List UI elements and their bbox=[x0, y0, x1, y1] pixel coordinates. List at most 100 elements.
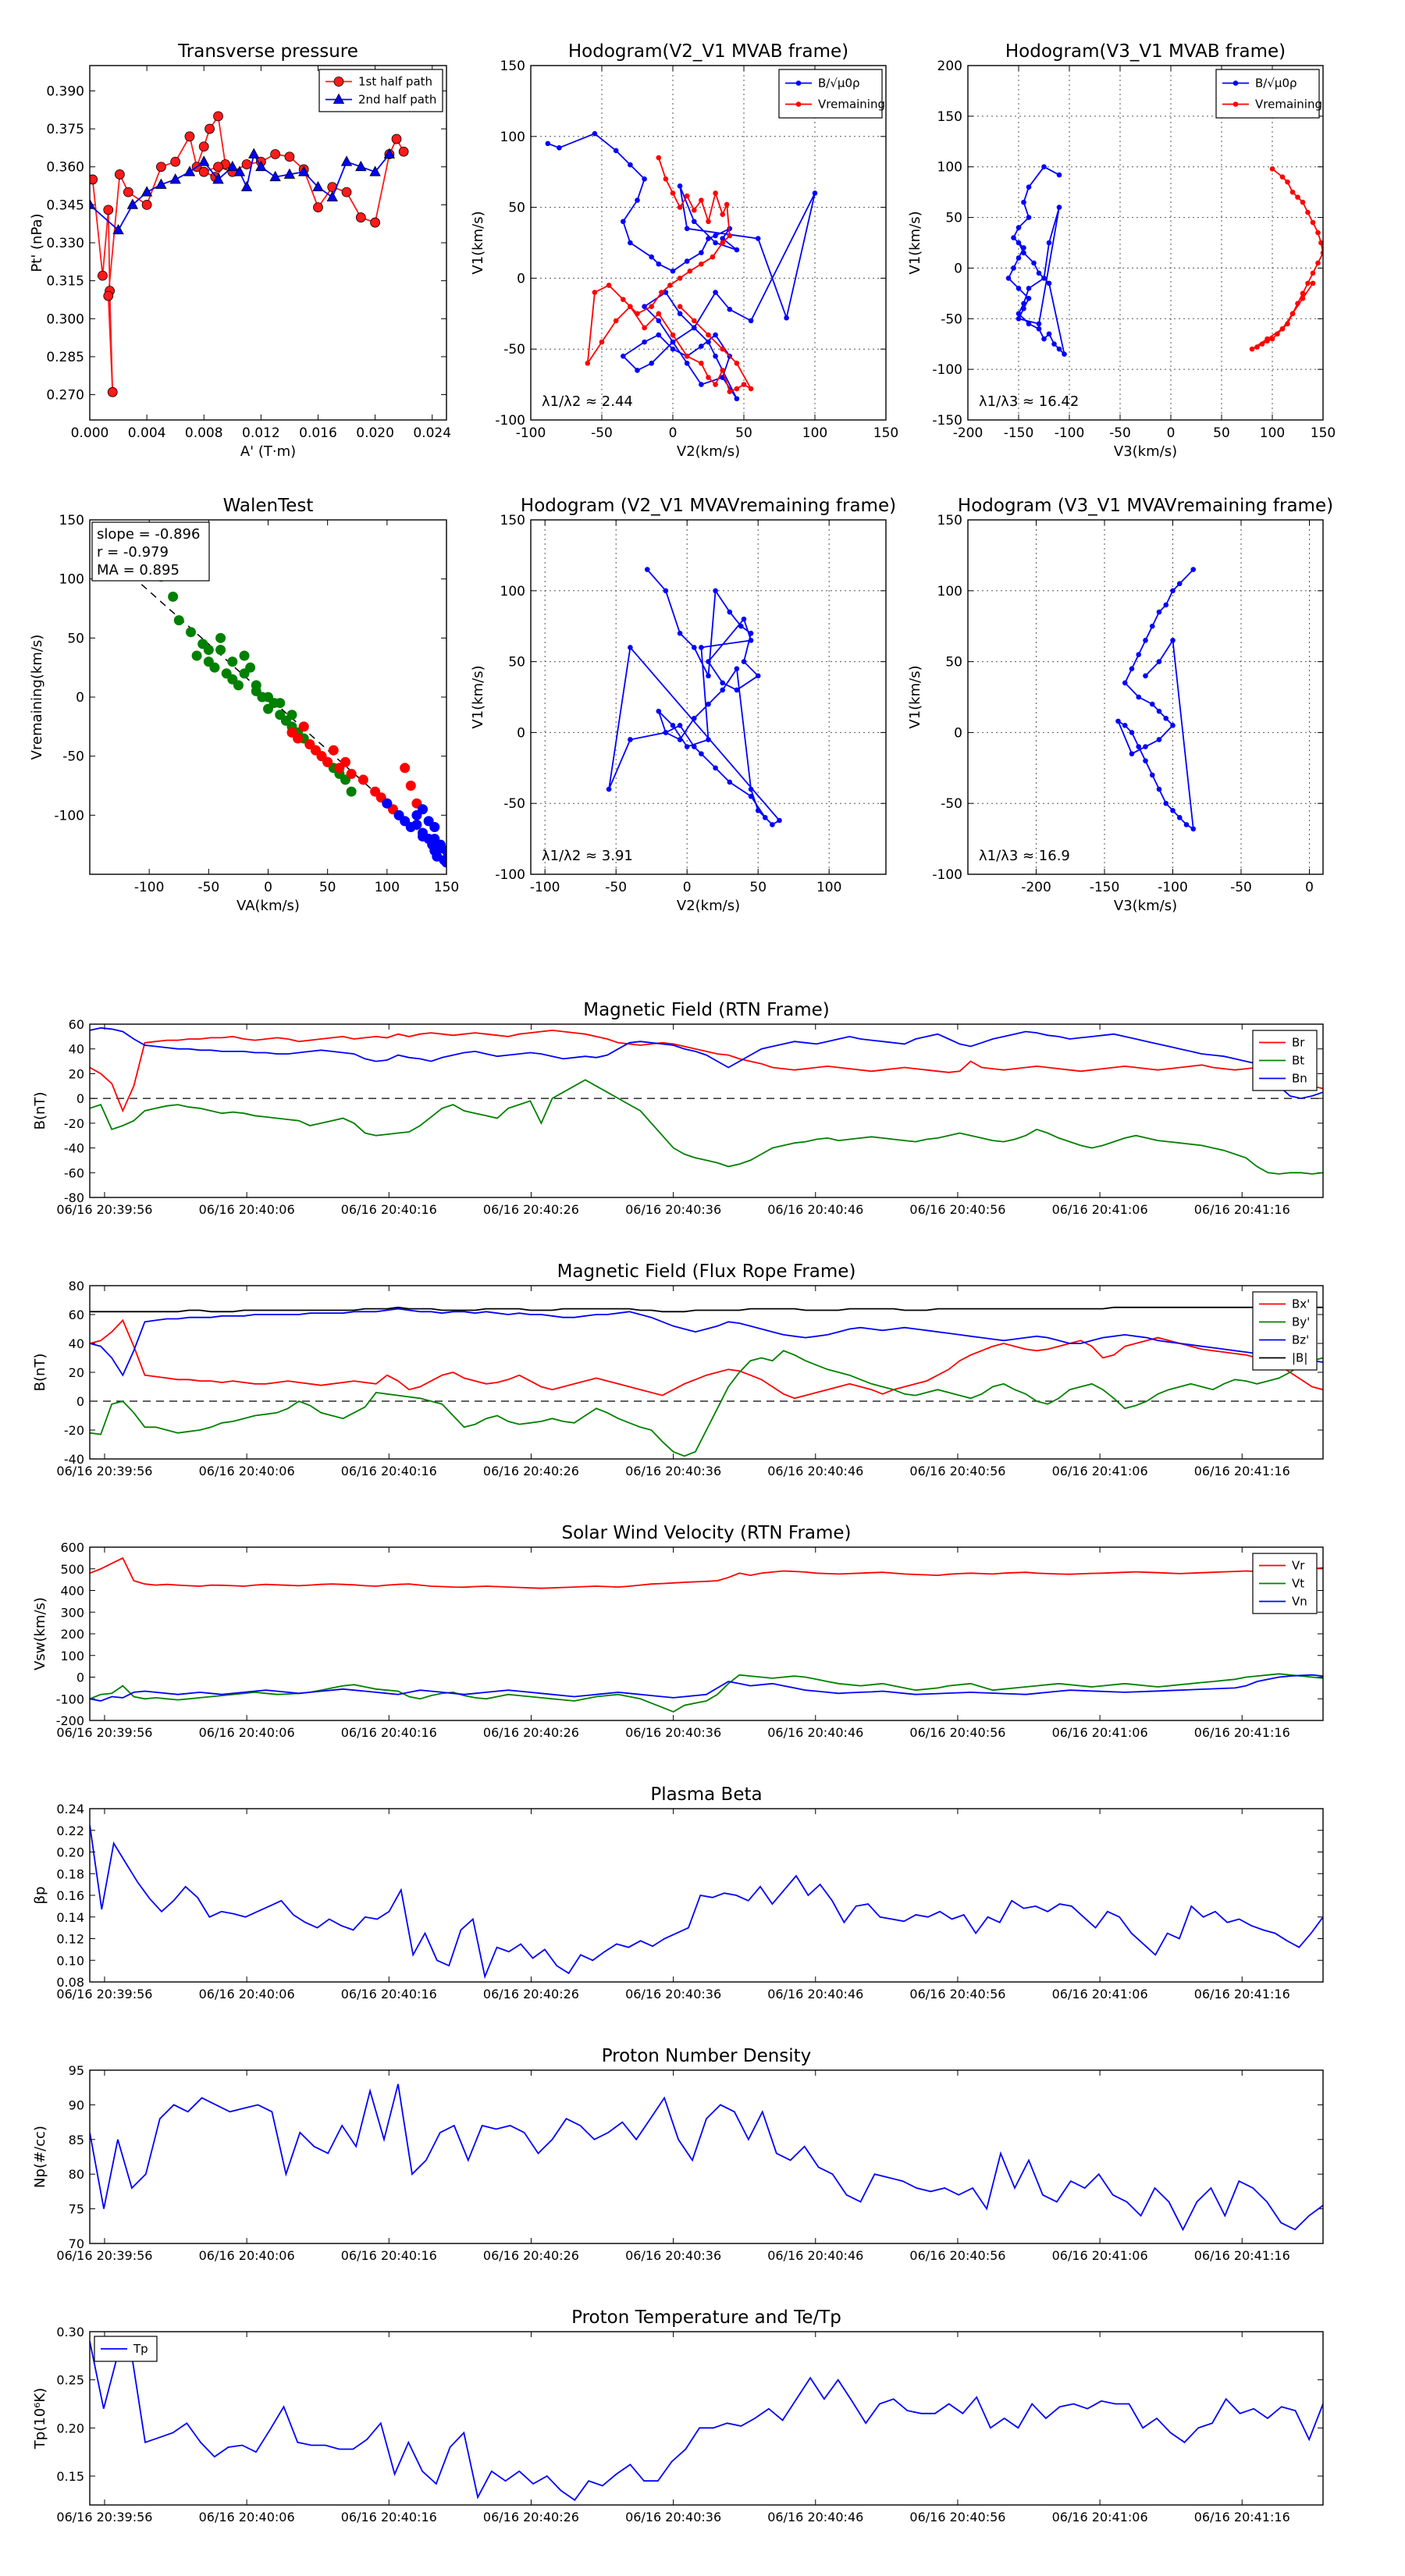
legend-label: B/√μ0ρ bbox=[1255, 76, 1297, 91]
data-point bbox=[1051, 341, 1057, 347]
data-point bbox=[727, 307, 733, 312]
series-1st-half-path bbox=[90, 111, 409, 397]
legend-label: By' bbox=[1292, 1315, 1310, 1329]
legend-label: Vremaining bbox=[818, 98, 885, 112]
data-point bbox=[724, 201, 730, 208]
y-tick-label: 100 bbox=[937, 160, 962, 176]
chart-title: Magnetic Field (Flux Rope Frame) bbox=[557, 1261, 856, 1282]
x-tick-label: 0.012 bbox=[242, 425, 280, 441]
x-tick-label: 0.016 bbox=[299, 425, 337, 441]
series-line bbox=[1116, 568, 1194, 831]
chart-title: Transverse pressure bbox=[177, 41, 358, 62]
legend: B/√μ0ρ Vremaining bbox=[778, 69, 885, 119]
y-axis-label: B(nT) bbox=[32, 1092, 48, 1130]
data-point bbox=[713, 332, 718, 338]
data-point bbox=[1136, 744, 1142, 749]
legend-label: Vr bbox=[1292, 1559, 1305, 1573]
series-Bt bbox=[90, 1079, 1323, 1175]
data-point bbox=[677, 276, 683, 281]
data-point bbox=[1269, 166, 1275, 172]
data-point bbox=[684, 193, 690, 199]
series-line bbox=[90, 1026, 1323, 1100]
data-point bbox=[1005, 276, 1012, 281]
x-tick-label: -150 bbox=[1090, 880, 1120, 895]
data-point bbox=[215, 644, 226, 655]
data-point bbox=[763, 815, 768, 820]
x-axis-label: V3(km/s) bbox=[1114, 898, 1177, 914]
data-point bbox=[233, 165, 246, 176]
x-tick-label: 06/16 20:40:56 bbox=[909, 1202, 1005, 1217]
data-point bbox=[1305, 280, 1311, 286]
data-point bbox=[713, 353, 718, 359]
chart-hodo2: Hodogram(V3_V1 MVAB frame) -150 -100 -50 0 50… bbox=[907, 41, 1336, 460]
x-tick-label: 06/16 20:41:16 bbox=[1194, 1464, 1290, 1478]
y-tick-label: 0.345 bbox=[46, 197, 84, 213]
plot-area bbox=[545, 130, 818, 402]
data-point bbox=[667, 283, 673, 288]
data-point bbox=[734, 666, 740, 671]
y-tick-label: -40 bbox=[64, 1452, 84, 1467]
x-tick-label: 06/16 20:40:36 bbox=[625, 2248, 721, 2263]
data-point bbox=[269, 170, 281, 182]
data-point bbox=[441, 857, 446, 868]
y-axis-label: βp bbox=[32, 1887, 48, 1905]
data-point bbox=[684, 353, 690, 359]
data-point bbox=[341, 187, 352, 197]
x-tick-label: 06/16 20:40:26 bbox=[483, 1725, 579, 1740]
data-point bbox=[1170, 723, 1176, 728]
data-point bbox=[1031, 260, 1037, 266]
data-point bbox=[706, 701, 711, 707]
data-point bbox=[123, 187, 133, 197]
series-line bbox=[90, 1824, 1323, 1980]
y-tick-label: 0.30 bbox=[56, 2325, 84, 2339]
legend-label: Vt bbox=[1292, 1577, 1304, 1591]
data-point bbox=[1156, 708, 1162, 714]
data-point bbox=[191, 650, 202, 661]
series-line bbox=[90, 1674, 1323, 1702]
data-point bbox=[692, 219, 697, 225]
data-point bbox=[692, 325, 697, 331]
data-point bbox=[1279, 174, 1286, 180]
y-tick-label: 0.20 bbox=[56, 1845, 84, 1860]
x-tick-label: 06/16 20:40:36 bbox=[625, 1202, 721, 1217]
plot-area bbox=[90, 2083, 1323, 2232]
data-point bbox=[720, 212, 725, 217]
data-point bbox=[98, 270, 108, 281]
data-point bbox=[642, 339, 647, 345]
data-point bbox=[169, 173, 181, 184]
data-point bbox=[185, 627, 196, 638]
x-tick-label: -50 bbox=[1109, 425, 1131, 441]
x-tick-label: -150 bbox=[1004, 425, 1034, 441]
data-point bbox=[659, 290, 664, 295]
data-point bbox=[141, 199, 152, 210]
plot-area bbox=[1115, 567, 1197, 832]
plot-area bbox=[90, 111, 409, 397]
data-point bbox=[1315, 260, 1321, 266]
x-tick-label: 06/16 20:41:06 bbox=[1052, 2248, 1148, 2263]
x-tick-label: 06/16 20:40:56 bbox=[909, 1987, 1005, 2001]
data-point bbox=[748, 793, 754, 799]
data-point bbox=[649, 304, 654, 310]
y-tick-label: -50 bbox=[62, 749, 84, 765]
stats-box bbox=[91, 521, 210, 582]
legend-label: Bt bbox=[1292, 1054, 1304, 1068]
y-tick-label: 20 bbox=[69, 1066, 84, 1081]
y-tick-label: 80 bbox=[69, 2167, 84, 2182]
chart-hodo4: Hodogram (V3_V1 MVAVremaining frame) -100… bbox=[907, 496, 1333, 914]
data-point bbox=[656, 311, 662, 317]
plot-area bbox=[90, 1557, 1323, 1713]
data-point bbox=[411, 819, 422, 830]
data-point bbox=[720, 240, 725, 246]
data-point bbox=[1129, 730, 1135, 735]
x-tick-label: 06/16 20:40:06 bbox=[199, 1464, 295, 1478]
series-B bbox=[606, 567, 782, 827]
data-point bbox=[713, 233, 718, 239]
data-point bbox=[313, 202, 323, 213]
x-tick-label: 06/16 20:41:16 bbox=[1194, 2248, 1290, 2263]
y-tick-label: -20 bbox=[64, 1423, 84, 1438]
data-point bbox=[1056, 205, 1062, 210]
eigen-ratio-annotation: λ1/λ2 ≈ 3.91 bbox=[542, 848, 633, 864]
data-point bbox=[670, 269, 676, 274]
data-point bbox=[727, 233, 733, 239]
